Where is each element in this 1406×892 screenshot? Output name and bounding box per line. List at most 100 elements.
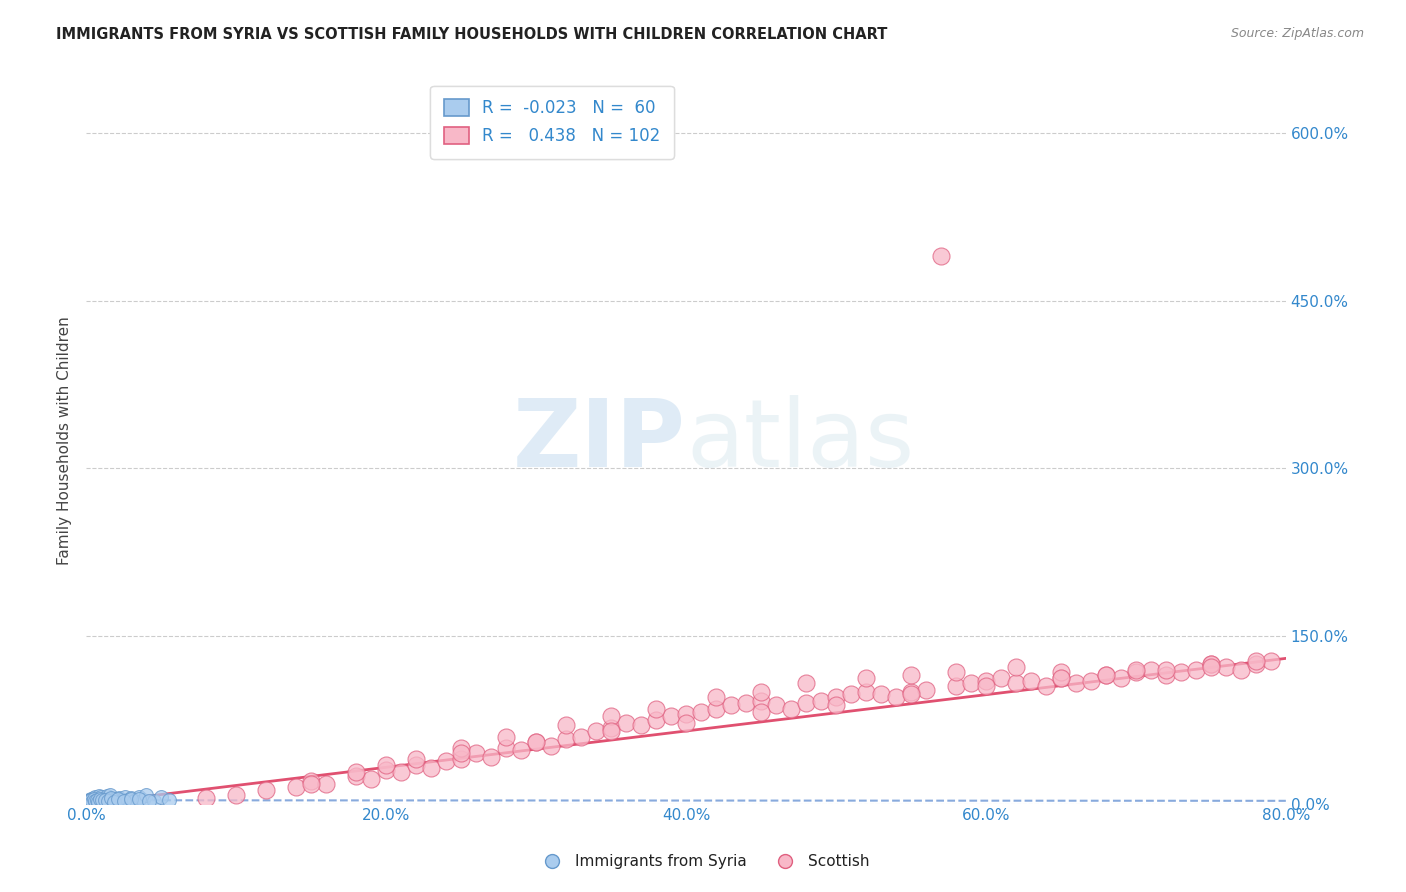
Point [690, 705, 713, 719]
Point [735, 696, 758, 710]
Legend: Immigrants from Syria, Scottish: Immigrants from Syria, Scottish [530, 848, 876, 875]
Point [555, 718, 578, 732]
Point [945, 665, 967, 679]
Point [225, 788, 247, 802]
Point [132, 793, 155, 807]
Point [990, 672, 1012, 686]
Point [87, 795, 110, 809]
Point [94, 793, 117, 807]
Point [1035, 679, 1057, 693]
Point [870, 687, 893, 701]
Point [825, 690, 848, 705]
Point [450, 740, 472, 755]
Point [524, 735, 547, 749]
Point [1095, 668, 1118, 682]
Point [360, 772, 382, 786]
Point [420, 761, 443, 775]
Point [96, 789, 118, 804]
Point [100, 792, 122, 806]
Point [344, 769, 367, 783]
Point [79, 794, 101, 808]
Point [105, 793, 128, 807]
Point [1185, 663, 1208, 677]
Point [1170, 665, 1192, 679]
Point [1154, 663, 1177, 677]
Point [540, 739, 562, 753]
Point [614, 716, 637, 731]
Point [675, 716, 697, 731]
Point [97, 794, 120, 808]
Point [434, 754, 457, 768]
Point [135, 789, 157, 803]
Legend: R =  -0.023   N =  60, R =   0.438   N = 102: R = -0.023 N = 60, R = 0.438 N = 102 [430, 86, 673, 159]
Point [79, 791, 101, 805]
Point [89, 793, 111, 807]
Text: Source: ZipAtlas.com: Source: ZipAtlas.com [1230, 27, 1364, 40]
Point [794, 676, 817, 690]
Point [479, 749, 502, 764]
Point [495, 730, 517, 744]
Point [1125, 663, 1147, 677]
Point [299, 776, 322, 790]
Point [1005, 676, 1028, 690]
Point [76, 795, 98, 809]
Point [749, 705, 772, 719]
Point [900, 668, 922, 682]
Point [103, 795, 125, 809]
Point [1230, 663, 1253, 677]
Point [94, 793, 117, 807]
Point [98, 788, 121, 802]
Point [80, 795, 103, 809]
Point [87, 793, 110, 807]
Point [780, 701, 803, 715]
Point [974, 673, 997, 688]
Point [86, 793, 108, 807]
Point [585, 724, 607, 739]
Point [1244, 654, 1267, 668]
Point [87, 789, 110, 803]
Point [1064, 676, 1087, 690]
Point [810, 694, 832, 708]
Point [659, 709, 682, 723]
Point [375, 763, 398, 777]
Point [111, 793, 134, 807]
Y-axis label: Family Households with Children: Family Households with Children [58, 316, 72, 565]
Point [107, 792, 129, 806]
Point [195, 791, 218, 805]
Point [1215, 660, 1237, 674]
Point [90, 790, 112, 805]
Point [945, 679, 967, 693]
Point [555, 731, 578, 746]
Point [524, 735, 547, 749]
Point [77, 793, 100, 807]
Point [1260, 654, 1282, 668]
Point [900, 685, 922, 699]
Point [630, 718, 652, 732]
Point [1140, 663, 1163, 677]
Point [122, 794, 145, 808]
Point [1154, 668, 1177, 682]
Point [600, 724, 623, 739]
Point [80, 792, 103, 806]
Point [254, 783, 277, 797]
Point [299, 774, 322, 789]
Point [794, 696, 817, 710]
Point [450, 752, 472, 766]
Point [128, 790, 150, 805]
Point [97, 794, 120, 808]
Point [465, 747, 488, 761]
Point [84, 794, 107, 808]
Point [855, 672, 877, 686]
Point [138, 794, 160, 808]
Point [101, 794, 124, 808]
Point [600, 721, 623, 735]
Point [91, 794, 114, 808]
Point [839, 687, 862, 701]
Point [84, 789, 107, 804]
Point [915, 682, 938, 697]
Point [720, 698, 742, 713]
Point [900, 687, 922, 701]
Point [82, 795, 104, 809]
Point [375, 757, 398, 772]
Text: IMMIGRANTS FROM SYRIA VS SCOTTISH FAMILY HOUSEHOLDS WITH CHILDREN CORRELATION CH: IMMIGRANTS FROM SYRIA VS SCOTTISH FAMILY… [56, 27, 887, 42]
